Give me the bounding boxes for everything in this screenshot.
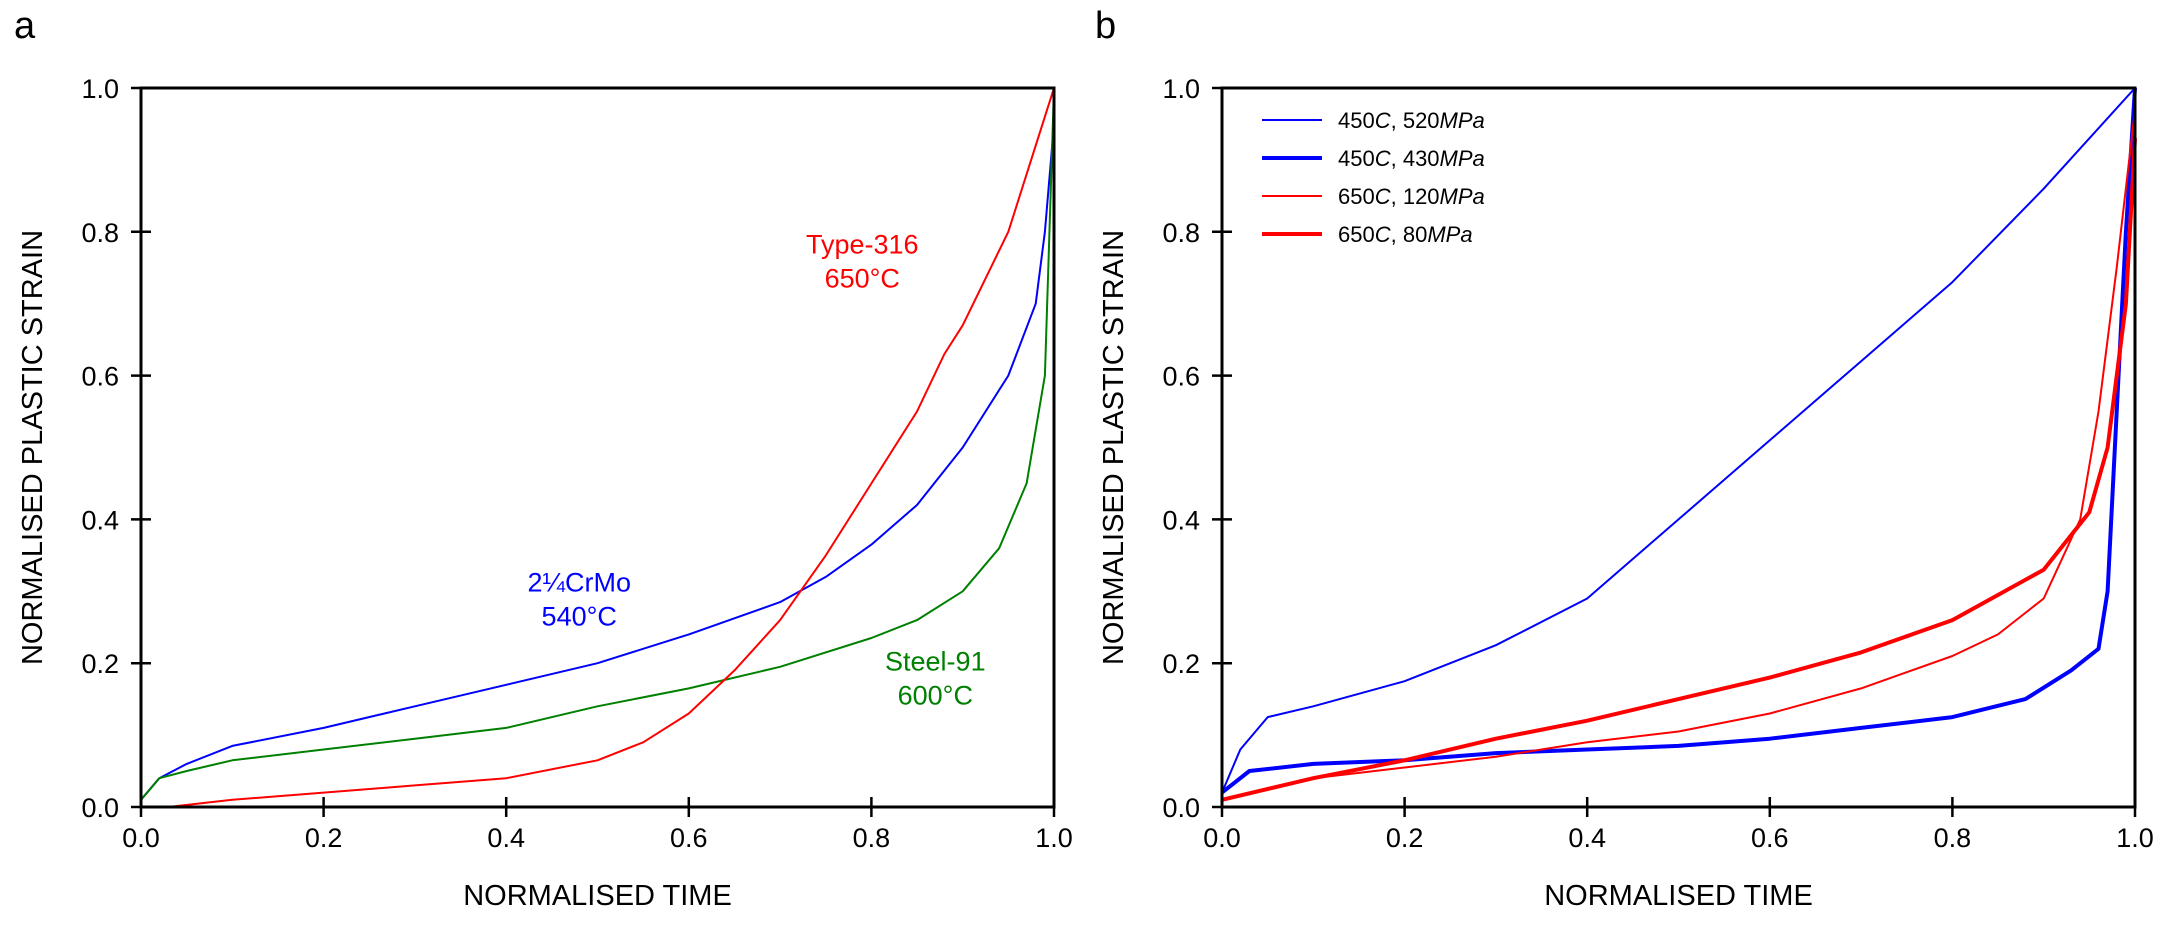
legend-label-part: C [1375, 108, 1391, 133]
series-line-0 [140, 123, 1055, 801]
series-line-1 [140, 87, 1055, 801]
legend-label-part: , 80 [1391, 222, 1428, 247]
series-line-2 [168, 87, 1055, 808]
x-tick-label: 1.0 [1035, 823, 1073, 853]
legend-label-part: MPa [1440, 184, 1485, 209]
legend-label-part: MPa [1440, 146, 1485, 171]
y-axis-label: NORMALISED PLASTIC STRAIN [17, 230, 49, 665]
series-annotation: 600°C [898, 680, 973, 710]
legend-label-part: MPa [1427, 222, 1472, 247]
y-tick-label: 1.0 [1162, 74, 1200, 104]
x-tick-label: 0.8 [853, 823, 891, 853]
legend-label-part: 450 [1338, 146, 1375, 171]
series-annotation: 650°C [825, 263, 900, 293]
x-tick-label: 0.0 [1203, 823, 1241, 853]
legend-label-part: 650 [1338, 222, 1375, 247]
legend-label-part: , 430 [1391, 146, 1440, 171]
legend-label-part: 450 [1338, 108, 1375, 133]
y-tick-label: 0.0 [81, 793, 119, 823]
series-annotation: 540°C [542, 601, 617, 631]
y-tick-label: 0.4 [1162, 505, 1200, 535]
legend-label-part: 650 [1338, 184, 1375, 209]
series-line-2 [1221, 109, 2136, 801]
x-tick-label: 0.6 [670, 823, 708, 853]
x-tick-label: 0.2 [305, 823, 343, 853]
legend-label-part: C [1375, 146, 1391, 171]
legend-label-part: , 520 [1391, 108, 1440, 133]
y-tick-label: 0.8 [1162, 218, 1200, 248]
x-tick-label: 0.8 [1934, 823, 1972, 853]
legend-label: 650C, 120MPa [1338, 184, 1485, 209]
series-line-1 [1220, 87, 2137, 795]
x-tick-label: 0.4 [487, 823, 525, 853]
x-tick-label: 0.0 [122, 823, 160, 853]
y-tick-label: 0.0 [1162, 793, 1200, 823]
x-axis-label: NORMALISED TIME [463, 880, 732, 912]
y-tick-label: 0.2 [81, 649, 119, 679]
panel-label: a [14, 5, 36, 47]
series-annotation: 2¼CrMo [527, 567, 631, 597]
panel-b: b 0.0 0.2 0.4 0.6 0.8 1.0 0.0 0.2 0.4 0.6 0.8 1.0 NOR… [1095, 5, 2154, 912]
plot-frame [139, 86, 1056, 809]
panel-label: b [1095, 5, 1116, 47]
x-tick-label: 0.2 [1386, 823, 1424, 853]
y-tick-label: 0.8 [81, 218, 119, 248]
y-tick-label: 0.4 [81, 505, 119, 535]
legend-label-part: , 120 [1391, 184, 1440, 209]
legend-label-part: C [1375, 184, 1391, 209]
legend-label-part: MPa [1440, 108, 1485, 133]
legend-label: 450C, 430MPa [1338, 146, 1485, 171]
y-tick-label: 0.6 [1162, 362, 1200, 392]
x-tick-label: 0.6 [1751, 823, 1789, 853]
series-annotation: Type-316 [806, 229, 919, 259]
series-line-0 [1221, 87, 2136, 793]
panel-a: a 0.0 0.2 0.4 0.6 0.8 1.0 0.0 0.2 0.4 0.6 0.8 1.0 NOR… [14, 5, 1073, 912]
series-annotation: Steel-91 [885, 646, 986, 676]
y-tick-label: 0.6 [81, 362, 119, 392]
y-tick-label: 1.0 [81, 74, 119, 104]
legend-label: 650C, 80MPa [1338, 222, 1473, 247]
x-tick-label: 1.0 [2116, 823, 2154, 853]
y-tick-label: 0.2 [1162, 649, 1200, 679]
plot-frame [1220, 86, 2137, 809]
x-tick-label: 0.4 [1568, 823, 1606, 853]
legend-label-part: C [1375, 222, 1391, 247]
x-axis-label: NORMALISED TIME [1544, 880, 1813, 912]
legend-label: 450C, 520MPa [1338, 108, 1485, 133]
y-axis-label: NORMALISED PLASTIC STRAIN [1098, 230, 1130, 665]
series-line-3 [1221, 138, 2137, 802]
